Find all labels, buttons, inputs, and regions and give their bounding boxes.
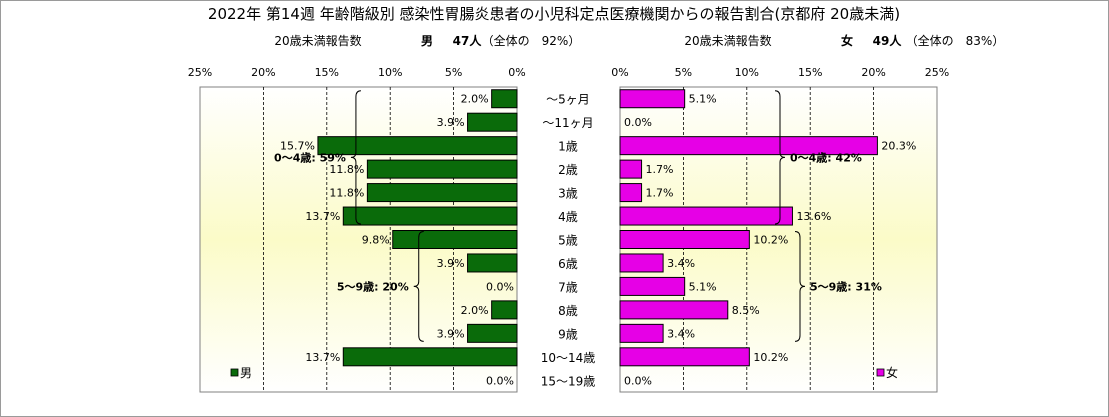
- category-label: 8歳: [558, 304, 578, 318]
- female-group-brace: [794, 231, 806, 342]
- female-value-label: 3.4%: [667, 257, 695, 270]
- right-share: （全体の 83%）: [906, 33, 1005, 48]
- female-value-label: 10.2%: [753, 234, 788, 247]
- left-count: 47人: [453, 33, 483, 48]
- category-label: 10～14歳: [541, 351, 596, 365]
- male-bar: [342, 347, 518, 367]
- female-value-label: 10.2%: [753, 351, 788, 364]
- male-value-label: 2.0%: [461, 93, 489, 106]
- left-tick-label: 25%: [188, 66, 212, 79]
- male-value-label: 11.8%: [329, 187, 364, 200]
- left-tick-label: 5%: [445, 66, 462, 79]
- legend-female: 女: [876, 365, 898, 380]
- category-label: 4歳: [558, 210, 578, 224]
- male-group-label: 5～9歳: 20%: [337, 279, 409, 293]
- female-bar: [619, 347, 750, 367]
- right-tick-label: 5%: [675, 66, 692, 79]
- male-bar: [342, 206, 518, 226]
- category-label: ～5ヶ月: [546, 93, 590, 107]
- male-value-label: 9.8%: [362, 234, 390, 247]
- category-label: 2歳: [558, 163, 578, 177]
- left-share: （全体の 92%）: [482, 33, 581, 48]
- legend-female-swatch: [876, 368, 885, 377]
- male-value-label: 13.7%: [305, 210, 340, 223]
- female-value-label: 0.0%: [624, 116, 652, 129]
- male-value-label: 3.9%: [437, 116, 465, 129]
- female-bar: [619, 159, 643, 179]
- male-value-label: 2.0%: [461, 304, 489, 317]
- category-label: 15～19歳: [541, 374, 596, 388]
- right-count: 49人: [873, 33, 903, 48]
- legend-female-label: 女: [886, 365, 898, 380]
- male-bar: [317, 136, 518, 156]
- right-tick-label: 15%: [798, 66, 822, 79]
- male-bar: [392, 230, 518, 249]
- female-value-label: 5.1%: [689, 93, 717, 106]
- male-bar: [467, 253, 518, 273]
- male-bar: [491, 300, 518, 320]
- right-sex-label: 女: [841, 33, 853, 48]
- female-value-label: 1.7%: [646, 163, 674, 176]
- female-bar: [619, 89, 686, 109]
- left-report-label: 20歳未満報告数: [274, 33, 361, 48]
- female-value-label: 0.0%: [624, 374, 652, 387]
- female-value-label: 5.1%: [689, 280, 717, 293]
- right-tick-label: 10%: [735, 66, 759, 79]
- female-bar: [619, 206, 793, 226]
- female-value-label: 3.4%: [667, 327, 695, 340]
- male-value-label: 11.8%: [329, 163, 364, 176]
- legend-male-swatch: [230, 368, 239, 377]
- female-bar: [619, 253, 664, 273]
- male-value-label: 0.0%: [486, 374, 514, 387]
- female-value-label: 20.3%: [881, 140, 916, 153]
- female-bar: [619, 230, 750, 249]
- right-tick-label: 20%: [861, 66, 885, 79]
- category-label: ～11ヶ月: [542, 116, 593, 130]
- female-bar: [619, 323, 664, 343]
- right-tick-label: 0%: [611, 66, 628, 79]
- female-value-label: 8.5%: [732, 304, 760, 317]
- right-subtitle: 20歳未満報告数 女 49人 （全体の 83%）: [684, 33, 1004, 48]
- female-group-label: 0～4歳: 42%: [790, 150, 862, 164]
- male-group-brace: [350, 90, 361, 225]
- left-tick-label: 10%: [378, 66, 402, 79]
- male-group-label: 0～4歳: 59%: [274, 150, 346, 164]
- female-value-label: 13.6%: [796, 210, 831, 223]
- legend-male: 男: [230, 366, 252, 380]
- legend-male-label: 男: [240, 366, 252, 380]
- female-bar: [619, 136, 878, 156]
- female-bar: [619, 183, 643, 203]
- left-sex-label: 男: [421, 34, 433, 48]
- category-label: 3歳: [558, 187, 578, 201]
- right-report-label: 20歳未満報告数: [684, 33, 771, 48]
- male-value-label: 3.9%: [437, 257, 465, 270]
- category-label: 7歳: [558, 280, 578, 294]
- female-group-label: 5～9歳: 31%: [810, 279, 882, 293]
- chart-title: 2022年 第14週 年齢階級別 感染性胃腸炎患者の小児科定点医療機関からの報告…: [208, 5, 900, 23]
- female-bar: [619, 276, 686, 296]
- male-value-label: 0.0%: [486, 280, 514, 293]
- category-label: 9歳: [558, 327, 578, 341]
- male-bar: [366, 159, 518, 179]
- male-bar: [467, 323, 518, 343]
- category-label: 6歳: [558, 257, 578, 271]
- category-label: 1歳: [558, 140, 578, 154]
- left-subtitle: 20歳未満報告数 男 47人 （全体の 92%）: [274, 33, 580, 48]
- category-label: 5歳: [558, 234, 578, 248]
- left-tick-label: 20%: [251, 66, 275, 79]
- male-value-label: 13.7%: [305, 351, 340, 364]
- male-bar: [491, 89, 518, 109]
- right-tick-label: 25%: [925, 66, 949, 79]
- male-bar: [366, 183, 518, 203]
- female-group-brace: [774, 90, 786, 225]
- left-tick-label: 15%: [315, 66, 339, 79]
- male-value-label: 3.9%: [437, 327, 465, 340]
- female-value-label: 1.7%: [646, 187, 674, 200]
- male-value-label: 15.7%: [280, 140, 315, 153]
- left-tick-label: 0%: [508, 66, 525, 79]
- male-group-brace: [413, 231, 424, 342]
- male-bar: [467, 112, 518, 132]
- female-bar: [619, 300, 729, 320]
